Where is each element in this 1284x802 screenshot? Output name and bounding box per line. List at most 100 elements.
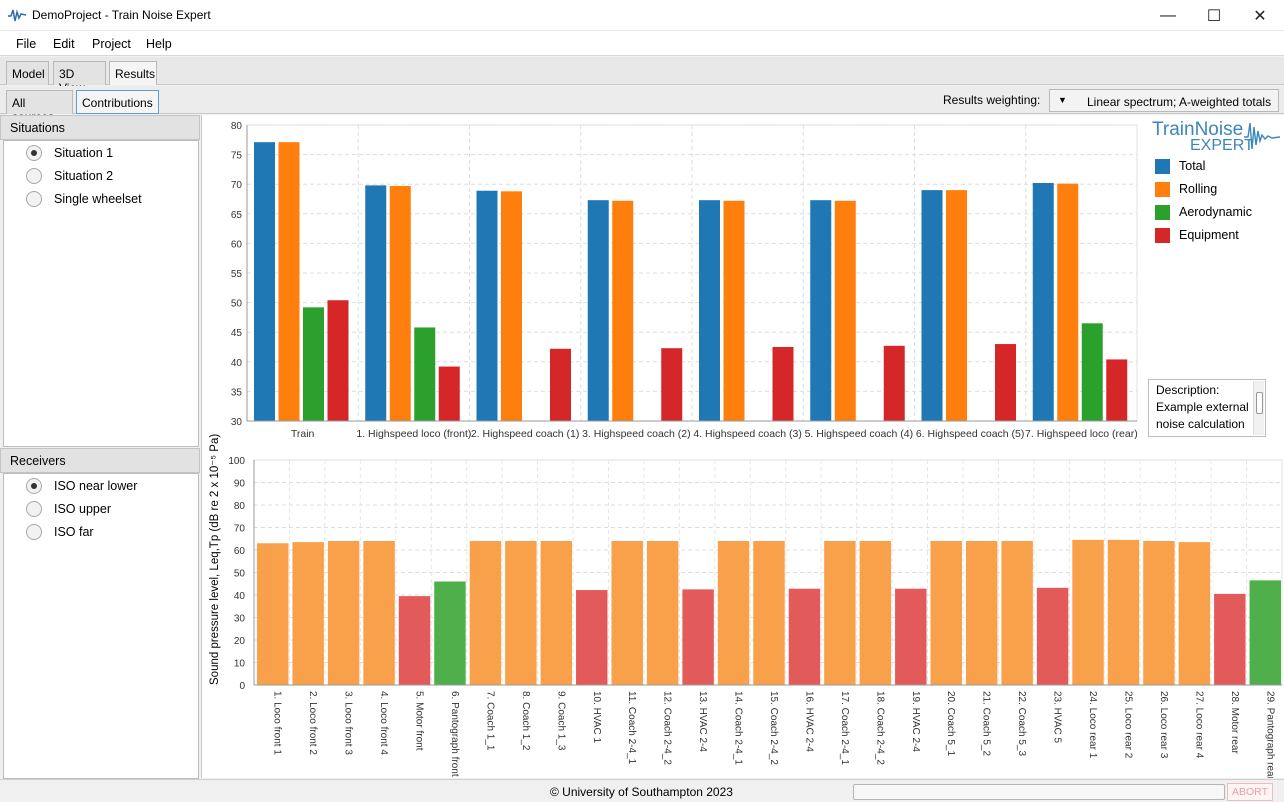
bar-rolling [389,185,411,421]
results-chart-area: 30 35 40 45 50 55 60 65 70 75 80 Train 1. Highspeed … [201,115,1284,778]
maximize-button[interactable]: ☐ [1206,7,1222,25]
description-scrollbar[interactable] [1253,381,1264,435]
bar-rolling [505,541,537,685]
y-tick-label: 90 [234,479,246,490]
progress-bar [853,784,1225,800]
menu-project[interactable]: Project [92,37,131,51]
bar-rolling [723,200,745,421]
x-tick-label: 26. Loco rear 3 [1158,691,1169,759]
bar-rolling [327,541,360,685]
radio-icon[interactable] [26,524,42,540]
y-axis-label: Sound pressure level, Leq,Tp (dB re 2 x … [209,433,221,685]
radio-selected-icon[interactable] [26,478,42,494]
minimize-button[interactable]: — [1160,6,1176,24]
tab-results[interactable]: Results [109,61,157,85]
radio-selected-icon[interactable] [26,145,42,161]
status-bar: © University of Southampton 2023 ABORT [0,779,1284,802]
tab-model[interactable]: Model [6,61,49,85]
bar-total [921,190,943,421]
y-tick-label: 70 [231,180,243,191]
description-text: Example external noise calculation [1156,400,1249,431]
bar-equipment [327,300,349,421]
situation-label: Single wheelset [54,192,142,206]
results-tab-bar: All sources Contributions Results weight… [0,86,1284,124]
tab-all-sources[interactable]: All sources [6,90,73,124]
logo-line2: EXPERT [1190,137,1254,154]
contributions-bar-chart: 30 35 40 45 50 55 60 65 70 75 80 Train 1. Highspeed … [231,121,1138,440]
copyright-text: © University of Southampton 2023 [550,785,733,799]
bar-equipment [576,590,608,685]
x-tick-label: 12. Coach 2-4_2 [662,691,673,765]
bar-rolling [278,142,300,421]
description-label: Description: [1156,383,1220,397]
bar-aerodynamic [1081,323,1103,421]
radio-icon[interactable] [26,191,42,207]
x-tick-label: 5. Highspeed coach (4) [805,428,914,440]
radio-icon[interactable] [26,168,42,184]
y-tick-label: 80 [231,121,243,132]
results-weighting-value: Linear spectrum; A-weighted totals [1087,95,1272,109]
bar-equipment [895,588,927,685]
y-tick-label: 75 [231,151,243,162]
bar-total [476,190,498,421]
results-weighting-dropdown[interactable]: ▼ Linear spectrum; A-weighted totals [1049,89,1279,112]
x-tick-label: 25. Loco rear 2 [1122,691,1133,759]
y-tick-label: 45 [231,328,243,339]
receiver-option-2[interactable]: ISO upper [26,500,111,518]
menu-help[interactable]: Help [146,37,172,51]
y-tick-label: 35 [231,387,243,398]
y-tick-label: 30 [234,614,246,625]
bar-rolling [1001,541,1033,685]
y-tick-label: 70 [234,524,246,535]
bar-equipment [788,588,821,685]
scrollbar-thumb[interactable] [1256,392,1263,414]
bar-equipment [1036,587,1069,685]
description-box[interactable]: Description: Example external noise calc… [1148,379,1266,437]
situation-option-3[interactable]: Single wheelset [26,190,142,208]
y-tick-label: 100 [228,456,245,467]
x-tick-label: 6. Pantograph front [449,691,460,777]
x-tick-label: 27. Loco rear 4 [1193,691,1204,759]
situation-option-1[interactable]: Situation 1 [26,144,113,162]
menu-edit[interactable]: Edit [53,37,75,51]
bar-total [810,200,832,421]
bar-rolling [257,543,289,685]
y-tick-label: 20 [234,636,246,647]
y-tick-label: 0 [239,681,245,692]
receiver-label: ISO far [54,525,94,539]
bar-rolling [965,541,998,685]
bar-equipment [661,348,683,421]
situation-option-2[interactable]: Situation 2 [26,167,113,185]
x-tick-label: 7. Highspeed loco (rear) [1025,428,1138,440]
bar-rolling [469,541,502,685]
x-tick-label: 6. Highspeed coach (5) [916,428,1025,440]
bar-rolling [1072,539,1104,685]
x-tick-label: 21. Coach 5_2 [981,691,992,756]
bar-rolling [1143,541,1175,685]
bar-rolling [612,200,634,421]
x-tick-label: 18. Coach 2-4_2 [874,691,885,765]
legend-swatch [1155,204,1170,220]
x-tick-label: 13. HVAC 2-4 [697,691,708,752]
bar-equipment [438,366,460,421]
bar-rolling [753,541,785,685]
x-tick-label: 10. HVAC 1 [591,691,602,743]
bar-rolling [1178,542,1211,685]
x-tick-label: 16. HVAC 2-4 [803,691,814,752]
receiver-option-3[interactable]: ISO far [26,523,94,541]
abort-button[interactable]: ABORT [1227,783,1273,801]
tab-contributions[interactable]: Contributions [76,90,159,114]
bar-rolling [363,541,395,685]
tab-3d-view[interactable]: 3D View [53,61,106,95]
menu-file[interactable]: File [16,37,37,51]
y-tick-label: 50 [231,299,243,310]
x-tick-label: 20. Coach 5_1 [945,691,956,756]
bar-equipment [1214,593,1246,685]
bar-rolling [611,541,643,685]
receiver-option-1[interactable]: ISO near lower [26,477,137,495]
situation-label: Situation 1 [54,146,114,160]
close-button[interactable]: ✕ [1253,7,1267,25]
radio-icon[interactable] [26,501,42,517]
y-tick-label: 80 [234,501,246,512]
app-icon [8,9,26,22]
